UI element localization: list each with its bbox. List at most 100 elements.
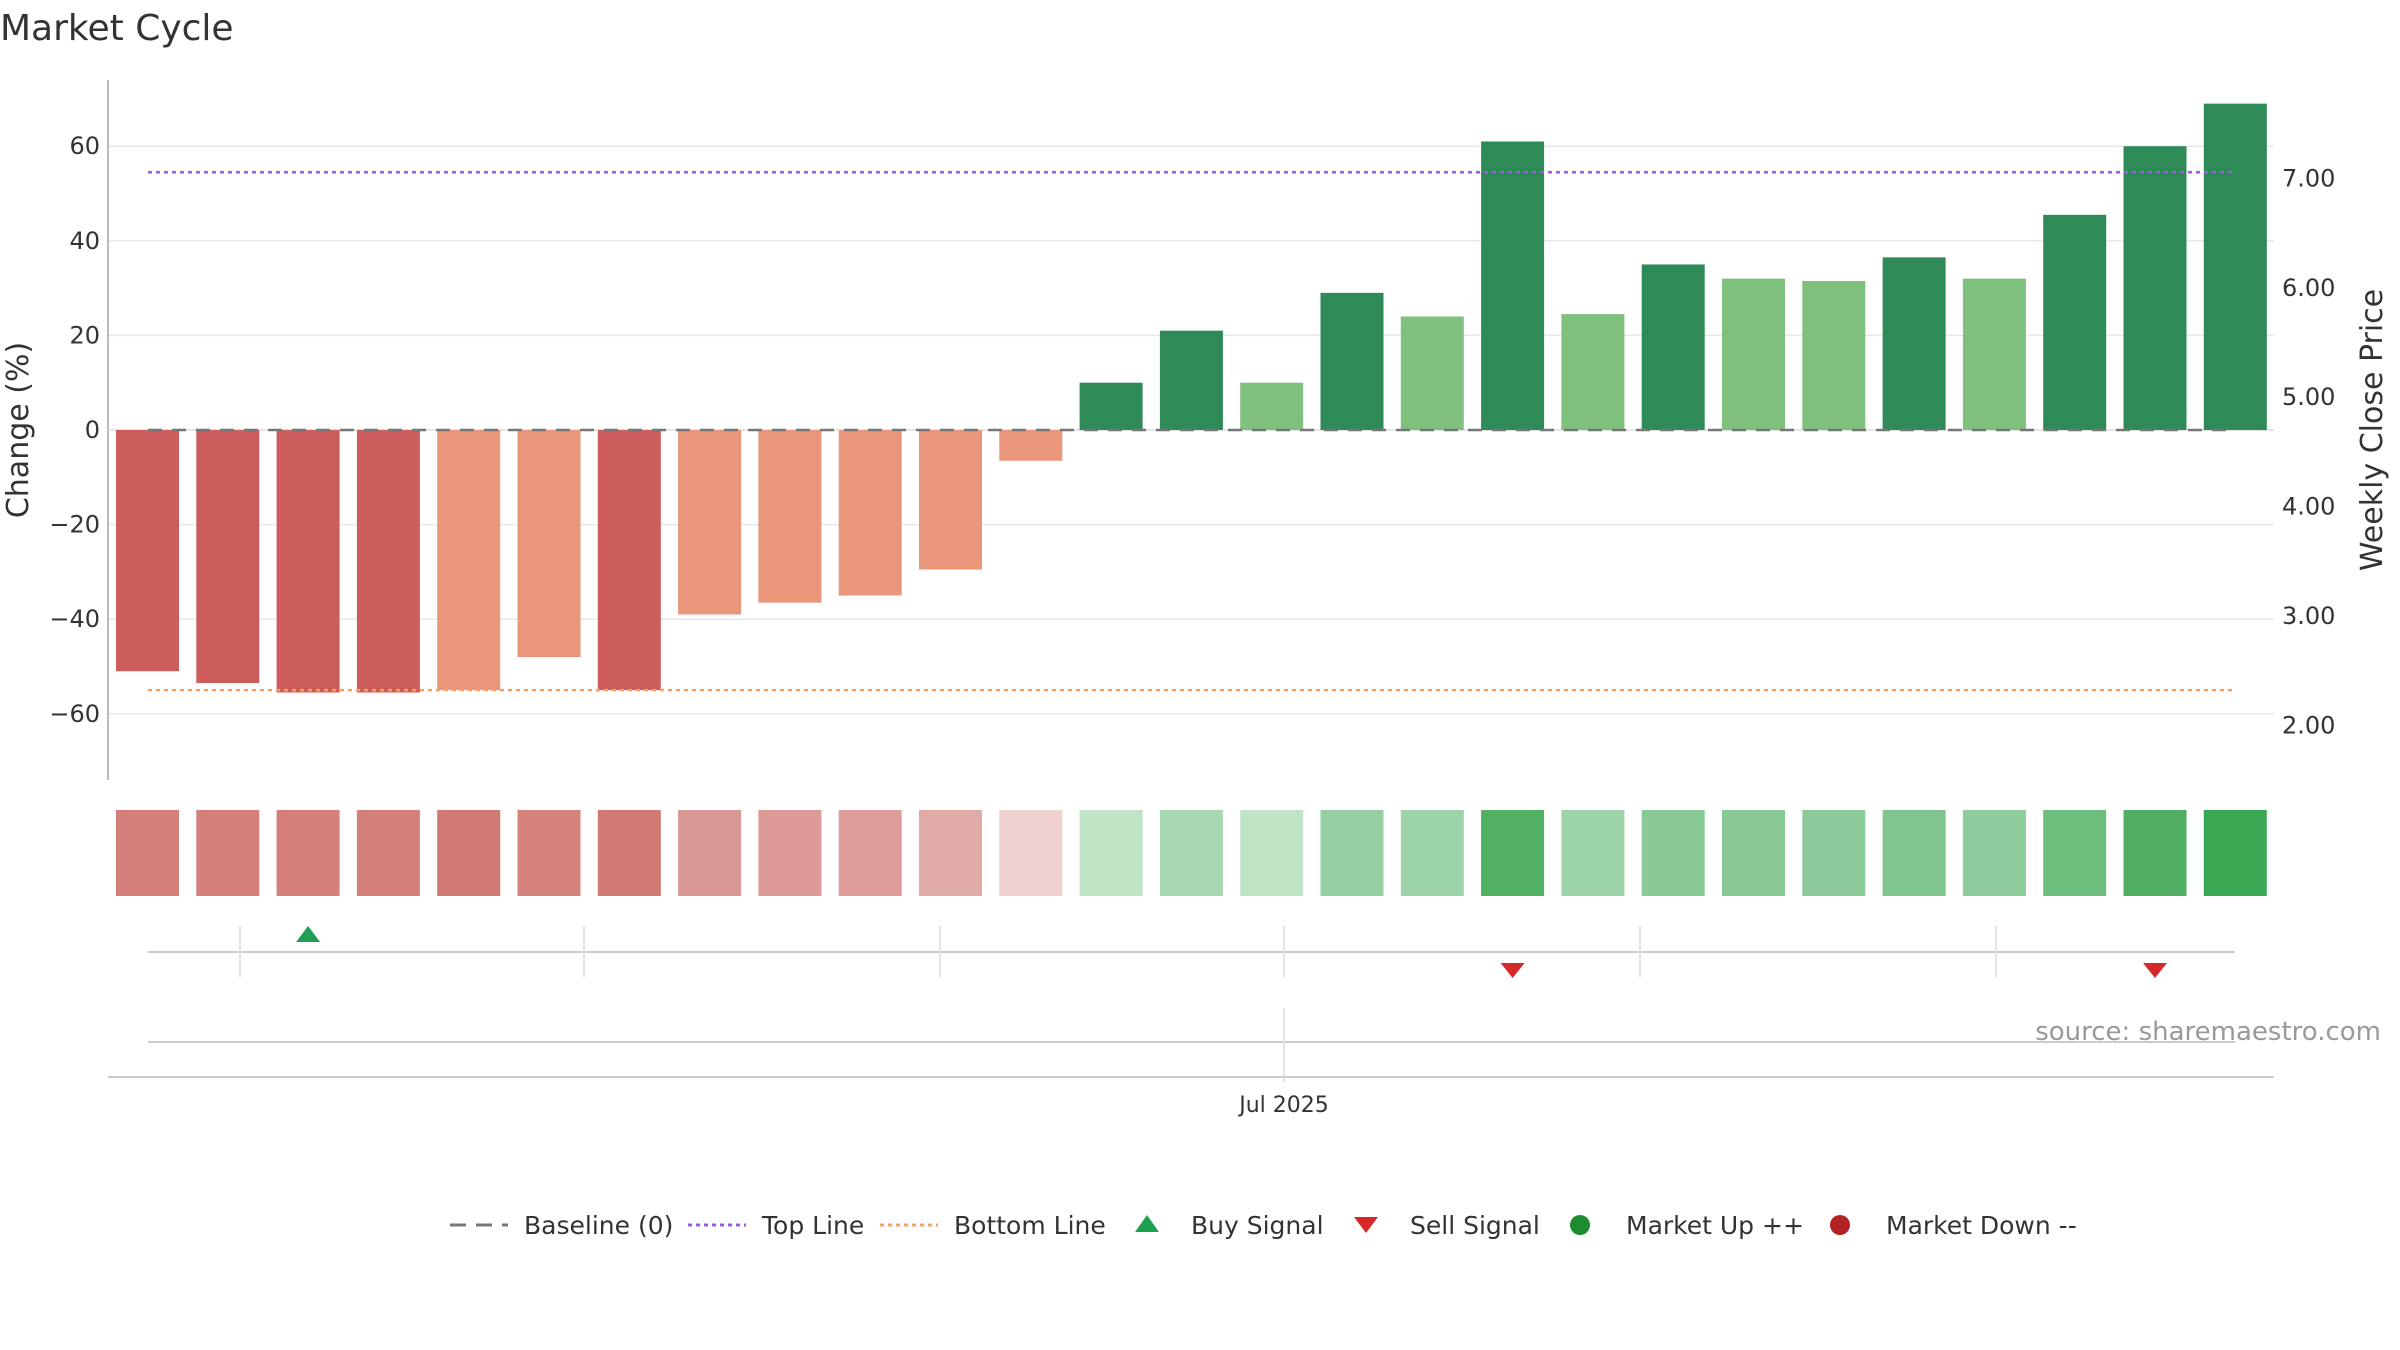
heat-cell [1079, 810, 1143, 896]
legend: Baseline (0) Top Line Bottom Line Buy Signa… [450, 1211, 2077, 1240]
heat-strip [116, 810, 2267, 896]
bar [356, 430, 420, 693]
bar [1079, 382, 1143, 430]
bar [758, 430, 822, 603]
y2-tick-label: 5.00 [2282, 383, 2335, 411]
bar [597, 430, 661, 691]
legend-item: Market Down -- [1830, 1211, 2077, 1240]
legend-item: Baseline (0) [450, 1211, 673, 1240]
legend-label: Baseline (0) [524, 1211, 673, 1240]
bar [2203, 103, 2267, 430]
y-ticks: 60 40 20 0 −20 −40 −60 [49, 132, 100, 728]
heat-cell [919, 810, 982, 896]
bar [1561, 314, 1625, 430]
heat-cell [1481, 810, 1545, 896]
heat-cell [1641, 810, 1705, 896]
bar [276, 430, 340, 693]
heat-cell [1882, 810, 1946, 896]
legend-item: Top Line [688, 1211, 864, 1240]
heat-cell [838, 810, 902, 896]
y2-tick-label: 4.00 [2282, 493, 2335, 521]
heat-cell [356, 810, 420, 896]
heat-cell [597, 810, 661, 896]
legend-circle-swatch [1830, 1215, 1850, 1235]
source-text: source: sharemaestro.com [2035, 1017, 2381, 1047]
bar [437, 430, 501, 691]
chart-title: Market Cycle [0, 8, 234, 49]
bar [838, 430, 902, 596]
y-tick-label: 0 [85, 416, 100, 444]
legend-label: Bottom Line [954, 1211, 1106, 1240]
bar [999, 430, 1063, 461]
heat-cell [1320, 810, 1384, 896]
y2-tick-label: 7.00 [2282, 164, 2335, 192]
legend-item: Bottom Line [880, 1211, 1106, 1240]
legend-item: Buy Signal [1135, 1211, 1324, 1240]
heat-cell [2203, 810, 2267, 896]
bar [1159, 330, 1223, 430]
heat-cell [758, 810, 822, 896]
signal-panel [148, 926, 2235, 978]
heat-cell [196, 810, 260, 896]
legend-label: Market Down -- [1886, 1211, 2077, 1240]
bar [1962, 278, 2026, 430]
heat-cell [1802, 810, 1866, 896]
bar [517, 430, 581, 658]
y2-tick-label: 6.00 [2282, 274, 2335, 302]
heat-cell [517, 810, 581, 896]
sell-signal-marker [1500, 963, 1525, 978]
heat-cell [678, 810, 742, 896]
legend-triangle-up-swatch [1135, 1215, 1159, 1232]
bars-group [116, 103, 2267, 693]
legend-item: Market Up ++ [1570, 1211, 1804, 1240]
bar [1722, 278, 1785, 430]
legend-label: Buy Signal [1191, 1211, 1324, 1240]
heat-cell [276, 810, 340, 896]
bar [1240, 382, 1304, 430]
heat-cell [1561, 810, 1625, 896]
y-tick-label: 20 [69, 321, 100, 349]
bar [2043, 214, 2107, 430]
y-tick-label: 40 [69, 227, 100, 255]
y-tick-label: −40 [49, 605, 100, 633]
legend-circle-swatch [1570, 1215, 1590, 1235]
heat-cell [999, 810, 1063, 896]
bar [116, 430, 179, 672]
bar [1400, 316, 1464, 430]
bar [1802, 281, 1866, 430]
bar [1481, 141, 1545, 430]
heat-cell [2043, 810, 2107, 896]
date-panel: Jul 2025 source: sharemaestro.com [108, 1008, 2381, 1118]
heat-cell [1722, 810, 1785, 896]
y2-ticks: 7.00 6.00 5.00 4.00 3.00 2.00 [2282, 164, 2335, 739]
heat-cell [1240, 810, 1304, 896]
bar [1882, 257, 1946, 430]
heat-cell [116, 810, 179, 896]
heat-cell [1962, 810, 2026, 896]
y2-tick-label: 3.00 [2282, 602, 2335, 630]
buy-signal-marker [296, 926, 321, 942]
legend-label: Market Up ++ [1626, 1211, 1804, 1240]
y-tick-label: 60 [69, 132, 100, 160]
x-tick-label-jul-2025: Jul 2025 [1237, 1093, 1329, 1118]
legend-label: Sell Signal [1410, 1211, 1540, 1240]
y2-axis-label: Weekly Close Price [2355, 289, 2390, 571]
bar [678, 430, 742, 615]
heat-cell [2123, 810, 2187, 896]
legend-item: Sell Signal [1354, 1211, 1540, 1240]
heat-cell [1400, 810, 1464, 896]
bar [1641, 264, 1705, 430]
y2-tick-label: 2.00 [2282, 711, 2335, 739]
y-tick-label: −60 [49, 700, 100, 728]
bar [1320, 292, 1384, 430]
heat-cell [1159, 810, 1223, 896]
legend-label: Top Line [761, 1211, 864, 1240]
signal-markers [296, 926, 2167, 978]
heat-cell [437, 810, 501, 896]
bar [919, 430, 982, 570]
y-tick-label: −20 [49, 511, 100, 539]
legend-triangle-down-swatch [1354, 1217, 1378, 1233]
bar [196, 430, 260, 684]
y-axis-label: Change (%) [1, 342, 36, 518]
